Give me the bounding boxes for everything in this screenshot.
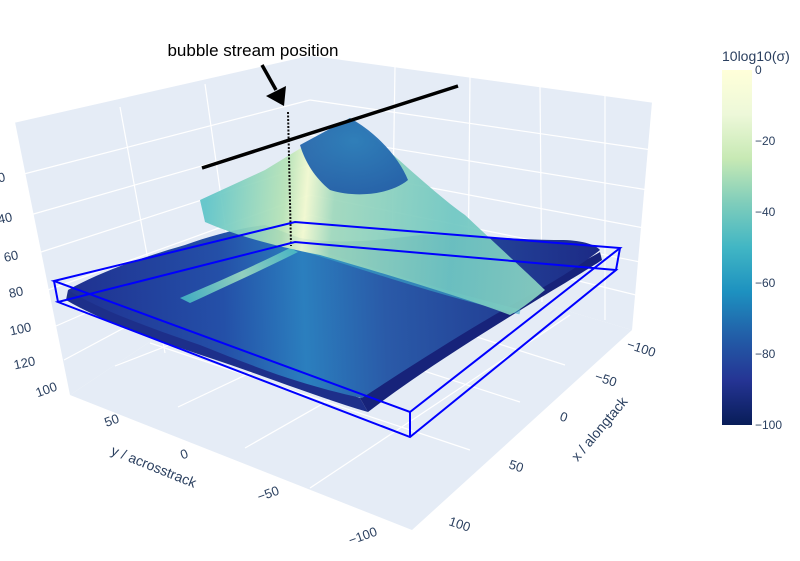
y-tick-label: −100 bbox=[346, 524, 379, 548]
z-tick-label: 100 bbox=[8, 319, 32, 338]
gridline bbox=[309, 99, 653, 151]
y-tick-label: −50 bbox=[255, 483, 281, 505]
seafloor-bright-band bbox=[180, 248, 298, 303]
fan-cap bbox=[300, 118, 408, 195]
y-tick-label: 100 bbox=[34, 379, 60, 401]
z-tick-label: 120 bbox=[12, 353, 36, 372]
transducer-track bbox=[201, 84, 459, 170]
colorbar-tick: −40 bbox=[755, 205, 776, 219]
box-edge bbox=[53, 280, 59, 303]
colorbar-tick: −100 bbox=[755, 418, 782, 432]
annotation-arrow-head bbox=[266, 86, 286, 106]
z-tick-label: 80 bbox=[7, 283, 24, 301]
annotation: bubble stream position bbox=[167, 41, 339, 106]
gridline bbox=[309, 314, 571, 489]
x-tick-label: −50 bbox=[593, 369, 619, 390]
colorbar-tick: −20 bbox=[755, 134, 776, 148]
x-tick-label: 50 bbox=[507, 457, 525, 476]
x-tick-label: 100 bbox=[447, 514, 472, 535]
water-column-fan bbox=[200, 111, 545, 315]
y-tick-label: 0 bbox=[178, 446, 190, 463]
z-tick-label: 60 bbox=[2, 247, 19, 265]
y-tick-label: 50 bbox=[102, 411, 121, 430]
x-axis-title: x / alongtack bbox=[568, 393, 631, 464]
z-tick-label: 20 bbox=[0, 169, 7, 187]
gridline bbox=[309, 54, 653, 103]
gridline bbox=[19, 99, 311, 176]
bubble-stream bbox=[287, 111, 292, 247]
z-axis-ticks: 20 40 60 80 100 120 bbox=[0, 169, 37, 372]
colorbar-title: 10log10(σ) bbox=[722, 48, 790, 64]
bounding-box bbox=[50, 220, 623, 439]
colorbar-tick: −60 bbox=[755, 276, 776, 290]
annotation-arrow-shaft bbox=[260, 64, 278, 91]
x-tick-label: −100 bbox=[625, 337, 657, 360]
colorbar-tick: 0 bbox=[755, 63, 762, 77]
colorbar-gradient bbox=[722, 70, 752, 425]
annotation-text: bubble stream position bbox=[167, 41, 338, 60]
colorbar: 10log10(σ) 0 −20 −40 −60 −80 −100 bbox=[722, 48, 790, 432]
box-edge bbox=[615, 247, 621, 271]
z-tick-label: 40 bbox=[0, 209, 14, 227]
fan-surface bbox=[200, 118, 545, 315]
x-tick-label: 0 bbox=[558, 409, 570, 426]
colorbar-tick: −80 bbox=[755, 347, 776, 361]
